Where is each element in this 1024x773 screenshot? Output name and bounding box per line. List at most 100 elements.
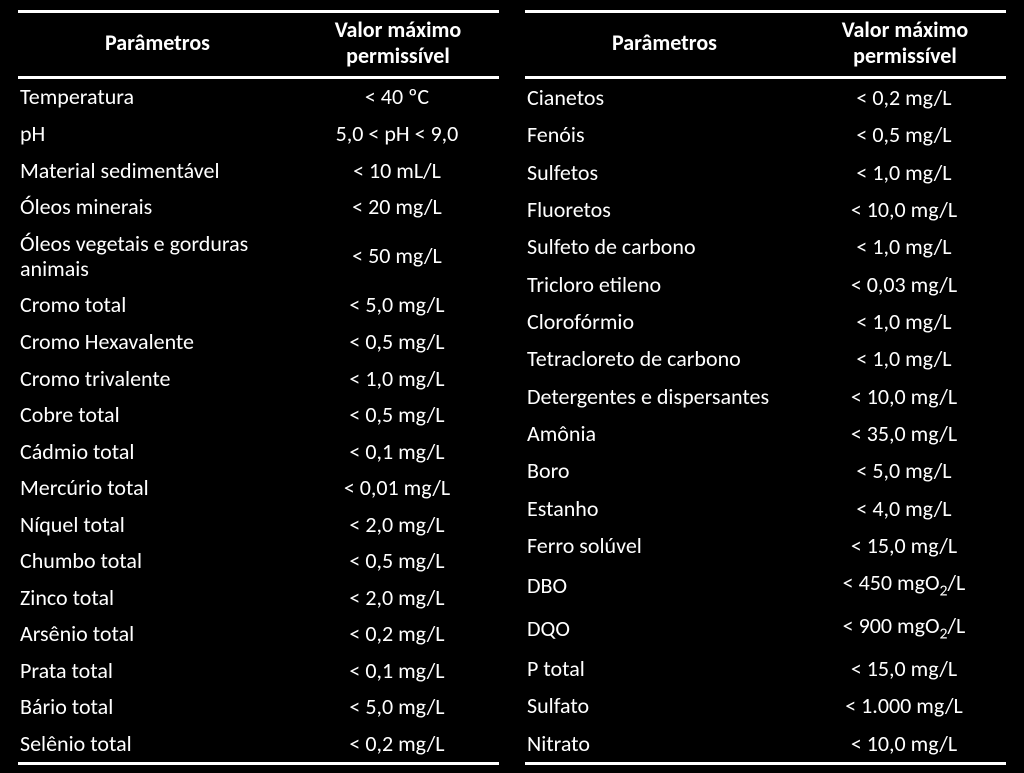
value-cell: < 0,01 mg/L	[297, 475, 499, 500]
value-cell: < 0,2 mg/L	[297, 621, 499, 646]
table-row: Amônia< 35,0 mg/L	[525, 415, 1006, 452]
value-cell: 5,0 < pH < 9,0	[297, 121, 499, 146]
param-cell: Bário total	[18, 694, 297, 719]
param-cell: DBO	[525, 573, 804, 598]
table-row: Fluoretos< 10,0 mg/L	[525, 191, 1006, 228]
table-row: Bário total< 5,0 mg/L	[18, 689, 499, 726]
value-cell: < 0,5 mg/L	[297, 402, 499, 427]
value-cell: < 10,0 mg/L	[804, 384, 1006, 409]
param-cell: Óleos minerais	[18, 194, 297, 219]
left-header-param: Parâmetros	[18, 13, 297, 76]
param-cell: Sulfato	[525, 693, 804, 718]
value-cell: < 0,1 mg/L	[297, 658, 499, 683]
value-cell: < 10 mL/L	[297, 158, 499, 183]
value-cell: < 50 mg/L	[297, 243, 499, 268]
table-row: Sulfeto de carbono< 1,0 mg/L	[525, 228, 1006, 265]
value-cell: < 5,0 mg/L	[297, 292, 499, 317]
param-cell: Detergentes e dispersantes	[525, 384, 804, 409]
param-cell: Clorofórmio	[525, 309, 804, 334]
value-cell: < 1.000 mg/L	[804, 693, 1006, 718]
table-row: DBO< 450 mgO2/L	[525, 564, 1006, 607]
table-row: Nitrato< 10,0 mg/L	[525, 725, 1006, 762]
value-cell: < 900 mgO2/L	[804, 613, 1006, 644]
param-cell: Boro	[525, 458, 804, 483]
table-row: Clorofórmio< 1,0 mg/L	[525, 303, 1006, 340]
value-cell: < 5,0 mg/L	[804, 458, 1006, 483]
table-row: Tricloro etileno< 0,03 mg/L	[525, 266, 1006, 303]
value-cell: < 450 mgO2/L	[804, 570, 1006, 601]
right-header-value-l1: Valor máximo	[842, 16, 968, 43]
table-row: Cromo trivalente< 1,0 mg/L	[18, 360, 499, 397]
value-cell: < 4,0 mg/L	[804, 496, 1006, 521]
param-cell: Zinco total	[18, 585, 297, 610]
value-cell: < 1,0 mg/L	[804, 234, 1006, 259]
value-cell: < 10,0 mg/L	[804, 731, 1006, 756]
table-row: Prata total< 0,1 mg/L	[18, 652, 499, 689]
value-cell: < 10,0 mg/L	[804, 197, 1006, 222]
left-header-value-l2: permissível	[346, 42, 450, 69]
value-cell: < 0,2 mg/L	[297, 731, 499, 756]
table-row: Níquel total< 2,0 mg/L	[18, 506, 499, 543]
param-cell: Ferro solúvel	[525, 533, 804, 558]
left-header-value: Valor máximo permissível	[297, 13, 499, 76]
table-row: Material sedimentável< 10 mL/L	[18, 152, 499, 189]
param-cell: Amônia	[525, 421, 804, 446]
param-cell: Mercúrio total	[18, 475, 297, 500]
left-header: Parâmetros Valor máximo permissível	[18, 10, 499, 79]
param-cell: Sulfetos	[525, 160, 804, 185]
param-cell: DQO	[525, 616, 804, 641]
table-row: P total< 15,0 mg/L	[525, 650, 1006, 687]
table-row: Sulfetos< 1,0 mg/L	[525, 154, 1006, 191]
value-cell: < 1,0 mg/L	[297, 366, 499, 391]
table-row: Boro< 5,0 mg/L	[525, 452, 1006, 489]
table-row: Cobre total< 0,5 mg/L	[18, 396, 499, 433]
right-table: Parâmetros Valor máximo permissível Cian…	[525, 10, 1006, 765]
table-row: pH5,0 < pH < 9,0	[18, 115, 499, 152]
param-cell: Temperatura	[18, 84, 297, 109]
value-cell: < 0,03 mg/L	[804, 272, 1006, 297]
value-cell: < 0,1 mg/L	[297, 439, 499, 464]
value-cell: < 0,5 mg/L	[297, 329, 499, 354]
param-cell: Sulfeto de carbono	[525, 234, 804, 259]
param-cell: Tricloro etileno	[525, 272, 804, 297]
table-row: Ferro solúvel< 15,0 mg/L	[525, 527, 1006, 564]
param-cell: Cromo Hexavalente	[18, 329, 297, 354]
table-row: Temperatura< 40 ºC	[18, 79, 499, 116]
table-row: Cromo total< 5,0 mg/L	[18, 287, 499, 324]
right-header-value-l2: permissível	[853, 42, 957, 69]
left-header-value-l1: Valor máximo	[335, 16, 461, 43]
value-cell: < 0,2 mg/L	[804, 85, 1006, 110]
right-header: Parâmetros Valor máximo permissível	[525, 10, 1006, 79]
table-row: Selênio total< 0,2 mg/L	[18, 725, 499, 762]
param-cell: Prata total	[18, 658, 297, 683]
param-cell: Chumbo total	[18, 548, 297, 573]
value-cell: < 35,0 mg/L	[804, 421, 1006, 446]
param-cell: Óleos vegetais e gorduras animais	[18, 231, 297, 282]
param-cell: Tetracloreto de carbono	[525, 346, 804, 371]
left-body: Temperatura< 40 ºCpH5,0 < pH < 9,0Materi…	[18, 79, 499, 765]
value-cell: < 5,0 mg/L	[297, 694, 499, 719]
right-header-param: Parâmetros	[525, 13, 804, 76]
value-cell: < 2,0 mg/L	[297, 585, 499, 610]
table-row: Fenóis< 0,5 mg/L	[525, 116, 1006, 153]
table-row: Cromo Hexavalente< 0,5 mg/L	[18, 323, 499, 360]
value-cell: < 15,0 mg/L	[804, 656, 1006, 681]
table-row: Cádmio total< 0,1 mg/L	[18, 433, 499, 470]
table-row: Cianetos< 0,2 mg/L	[525, 79, 1006, 116]
param-cell: Nitrato	[525, 731, 804, 756]
param-cell: Cromo trivalente	[18, 366, 297, 391]
table-row: Arsênio total< 0,2 mg/L	[18, 616, 499, 653]
param-cell: Cromo total	[18, 292, 297, 317]
value-cell: < 15,0 mg/L	[804, 533, 1006, 558]
value-cell: < 1,0 mg/L	[804, 346, 1006, 371]
param-cell: Selênio total	[18, 731, 297, 756]
table-wrap: Parâmetros Valor máximo permissível Temp…	[0, 0, 1024, 773]
value-cell: < 0,5 mg/L	[297, 548, 499, 573]
table-row: Estanho< 4,0 mg/L	[525, 490, 1006, 527]
param-cell: Níquel total	[18, 512, 297, 537]
table-row: Mercúrio total< 0,01 mg/L	[18, 470, 499, 507]
table-row: Chumbo total< 0,5 mg/L	[18, 543, 499, 580]
param-cell: Arsênio total	[18, 621, 297, 646]
value-cell: < 20 mg/L	[297, 194, 499, 219]
value-cell: < 40 ºC	[297, 84, 499, 109]
